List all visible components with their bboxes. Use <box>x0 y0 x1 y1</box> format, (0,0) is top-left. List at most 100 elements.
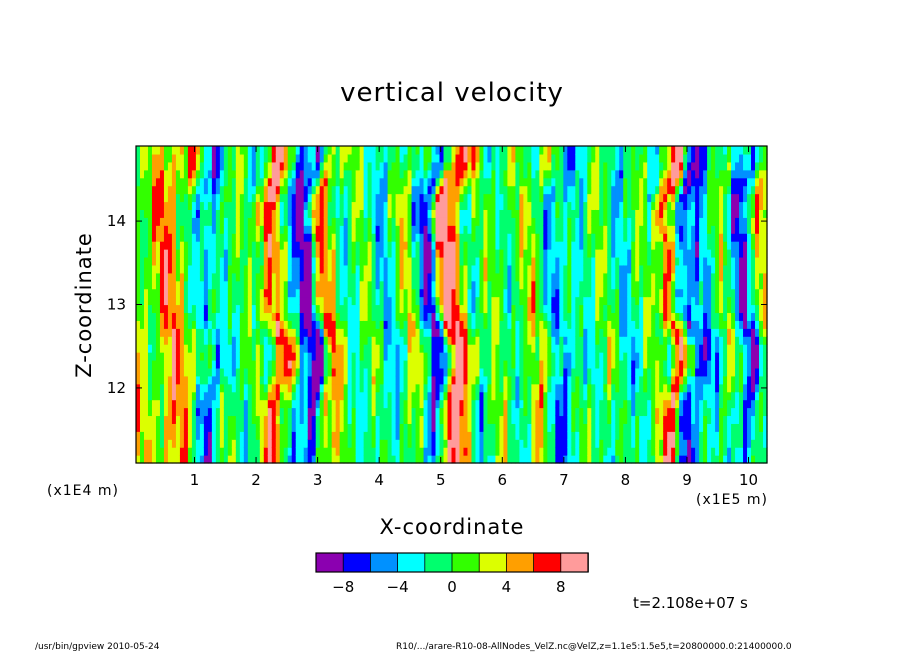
field-cell <box>359 439 365 448</box>
field-cell <box>531 447 536 456</box>
field-cell <box>159 201 165 210</box>
field-cell <box>551 185 556 195</box>
field-cell <box>399 233 405 242</box>
field-cell <box>447 272 453 282</box>
field-cell <box>419 439 425 448</box>
field-cell <box>136 201 141 210</box>
field-cell <box>467 431 473 440</box>
field-cell <box>507 169 512 179</box>
field-cell <box>171 161 177 171</box>
field-cell <box>319 169 325 179</box>
field-cell <box>519 455 524 464</box>
field-cell <box>227 288 233 298</box>
field-cell <box>303 439 309 448</box>
field-cell <box>239 256 245 266</box>
field-cell <box>603 383 608 393</box>
field-cell <box>607 272 612 282</box>
field-cell <box>283 431 289 440</box>
field-cell <box>199 439 205 448</box>
field-cell <box>427 201 433 210</box>
field-cell <box>307 407 313 417</box>
field-cell <box>627 185 632 195</box>
field-cell <box>603 296 608 306</box>
field-cell <box>243 439 249 448</box>
field-cell <box>607 304 612 314</box>
field-cell <box>503 447 509 456</box>
field-cell <box>263 153 269 163</box>
field-cell <box>239 169 245 179</box>
field-cell <box>303 296 309 306</box>
field-cell <box>519 153 524 163</box>
field-cell <box>147 146 153 155</box>
field-cell <box>599 241 604 250</box>
field-cell <box>307 264 313 274</box>
field-cell <box>495 431 501 440</box>
field-cell <box>379 193 385 203</box>
field-cell <box>295 272 301 282</box>
field-cell <box>359 344 365 353</box>
field-cell <box>543 209 548 218</box>
field-cell <box>163 288 169 298</box>
field-cell <box>499 359 505 369</box>
field-cell <box>387 241 393 250</box>
field-cell <box>199 375 205 385</box>
field-cell <box>387 296 393 306</box>
field-cell <box>551 249 556 258</box>
field-cell <box>567 272 572 282</box>
field-cell <box>483 312 489 321</box>
field-cell <box>567 367 572 377</box>
field-cell <box>579 391 584 401</box>
field-cell <box>527 320 532 329</box>
field-cell <box>399 256 405 266</box>
field-cell <box>567 225 572 234</box>
field-cell <box>147 153 153 163</box>
field-cell <box>275 264 281 274</box>
field-cell <box>523 233 528 242</box>
field-cell <box>136 288 141 298</box>
field-cell <box>323 423 329 432</box>
field-cell <box>451 367 457 377</box>
field-cell <box>487 399 493 409</box>
field-cell <box>555 256 560 266</box>
field-cell <box>263 391 269 401</box>
field-cell <box>443 264 449 274</box>
field-cell <box>339 280 345 290</box>
field-cell <box>231 336 237 345</box>
field-cell <box>363 375 369 385</box>
field-cell <box>419 328 425 337</box>
field-cell <box>491 225 497 234</box>
field-cell <box>303 241 309 250</box>
field-cell <box>595 296 600 306</box>
field-cell <box>495 328 501 337</box>
field-cell <box>391 161 397 171</box>
field-cell <box>579 241 584 250</box>
field-cell <box>275 375 281 385</box>
field-cell <box>607 455 612 464</box>
field-cell <box>263 177 269 187</box>
field-cell <box>211 328 217 337</box>
field-cell <box>283 264 289 274</box>
field-cell <box>567 375 572 385</box>
field-cell <box>439 423 445 432</box>
field-cell <box>503 352 509 361</box>
field-cell <box>371 344 377 353</box>
field-cell <box>439 447 445 456</box>
field-cell <box>327 185 333 195</box>
field-cell <box>619 344 624 353</box>
field-cell <box>219 256 225 266</box>
field-cell <box>175 217 181 226</box>
field-cell <box>259 217 265 226</box>
field-cell <box>491 375 497 385</box>
field-cell <box>439 399 445 409</box>
field-cell <box>227 455 233 464</box>
field-cell <box>531 169 536 179</box>
field-cell <box>435 439 441 448</box>
field-cell <box>259 439 265 448</box>
field-cell <box>283 304 289 314</box>
field-cell <box>587 447 592 456</box>
field-cell <box>435 336 441 345</box>
field-cell <box>215 328 221 337</box>
field-cell <box>603 272 608 282</box>
field-cell <box>567 193 572 203</box>
field-cell <box>136 272 141 282</box>
